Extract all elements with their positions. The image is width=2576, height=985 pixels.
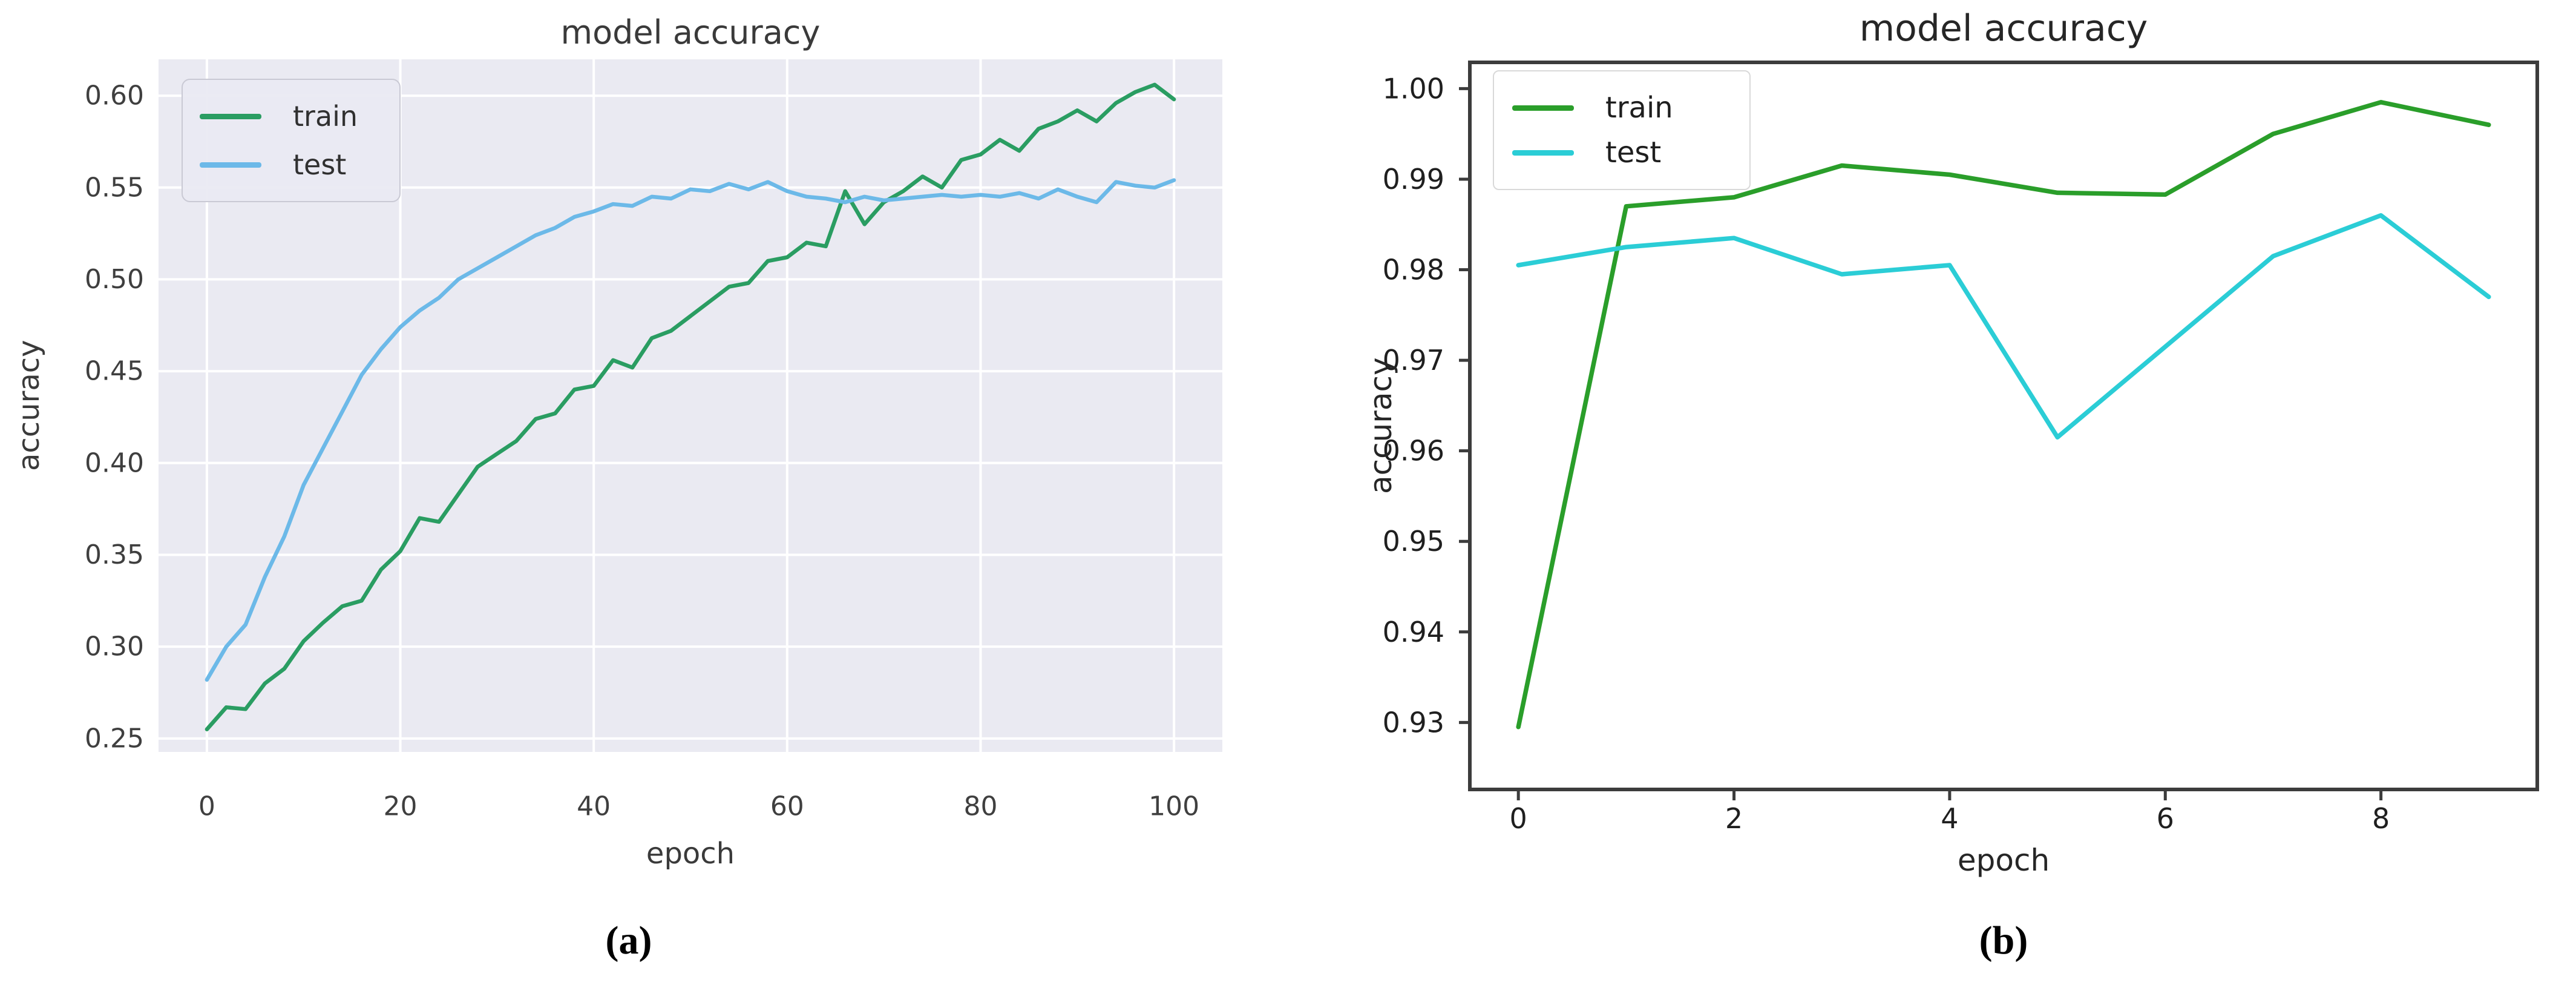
x-tick-label: 2 [1725,802,1743,835]
y-tick-label: 0.99 [1383,163,1444,196]
y-tick-label: 0.97 [1383,344,1444,377]
legend-item-test: test [1512,138,1749,167]
chart-a-title: model accuracy [560,13,821,51]
y-tick-label: 0.30 [85,631,144,662]
x-tick-label: 8 [2372,802,2390,835]
y-tick-label: 0.50 [85,264,144,295]
x-tick-label: 40 [577,791,611,822]
panel-b-caption: (b) [1979,918,2028,963]
x-tick-label: 0 [198,791,215,822]
chart-b-title: model accuracy [1859,7,2148,50]
y-tick-label: 1.00 [1383,72,1444,105]
x-tick-label: 80 [963,791,997,822]
chart-a-legend: train test [182,79,401,202]
y-tick-label: 0.98 [1383,254,1444,286]
y-tick-label: 0.55 [85,172,144,203]
test-line [1516,213,2491,440]
test-line [205,178,1176,682]
y-tick-label: 0.93 [1383,706,1444,739]
x-tick-label: 0 [1510,802,1527,835]
chart-a-xlabel: epoch [646,837,735,871]
x-tick-label: 60 [770,791,804,822]
legend-label-train: train [293,100,358,133]
chart-b-xlabel: epoch [1957,843,2050,878]
train-line-swatch [200,113,261,119]
legend-label-test: test [293,148,347,181]
test-line-swatch [200,162,261,168]
axes-spines [1468,61,2539,791]
legend-item-train: train [200,102,399,130]
y-tick-label: 0.25 [85,723,144,754]
legend-label-test: test [1605,136,1662,170]
x-tick-label: 6 [2157,802,2174,835]
train-line-swatch [1512,105,1574,111]
x-tick-label: 100 [1149,791,1199,822]
x-tick-label: 4 [1941,802,1958,835]
chart-b-ylabel: accuracy [1363,357,1398,495]
train-line [205,82,1176,731]
y-tick-label: 0.40 [85,447,144,478]
train-line [1516,100,2491,730]
y-tick-label: 0.96 [1383,435,1444,467]
chart-a-ylabel: accuracy [12,340,46,472]
y-tick-label: 0.94 [1383,616,1444,648]
y-tick-label: 0.45 [85,356,144,387]
chart-b-legend: train test [1493,70,1751,190]
y-tick-label: 0.35 [85,539,144,570]
legend-label-train: train [1605,91,1673,125]
panel-a-caption: (a) [605,918,652,963]
x-tick-label: 20 [384,791,418,822]
legend-item-test: test [200,151,399,179]
y-tick-label: 0.95 [1383,525,1444,558]
y-tick-label: 0.60 [85,81,144,111]
test-line-swatch [1512,150,1574,156]
legend-item-train: train [1512,93,1749,122]
